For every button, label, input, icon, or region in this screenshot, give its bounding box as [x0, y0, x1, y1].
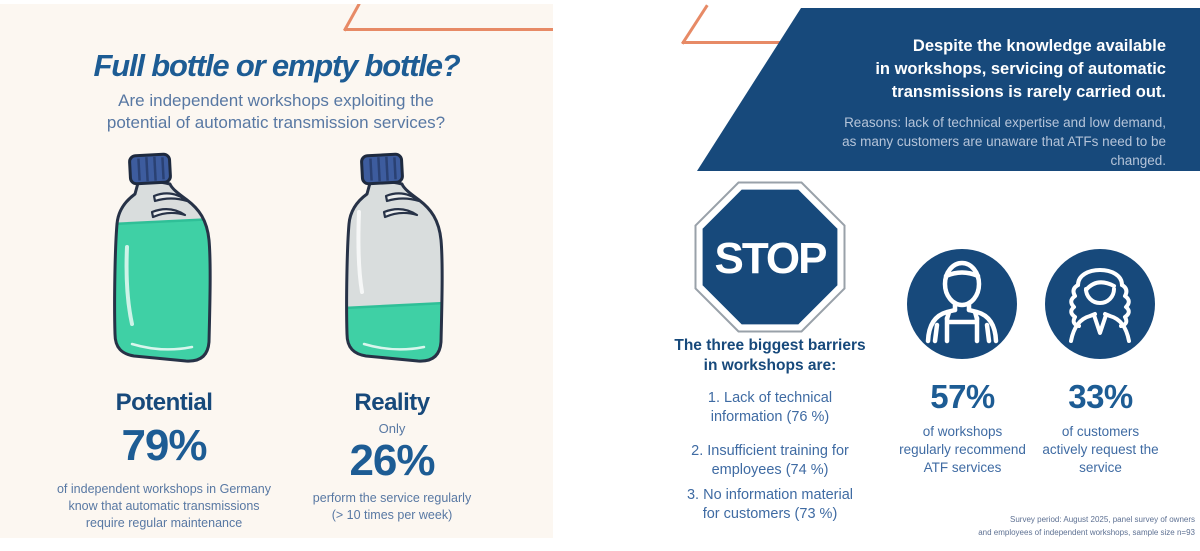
orange-corner-line-icon [344, 28, 553, 31]
customers-request-stat: 33% of customers actively request the serv… [1018, 378, 1183, 476]
potential-stat: Potential 79% of independent workshops i… [44, 389, 284, 532]
orange-corner-line-icon [681, 4, 709, 45]
survey-footnote: Survey period: August 2025, panel survey… [978, 515, 1195, 537]
banner-heading: Despite the knowledge available in worksh… [875, 37, 1166, 101]
mechanic-icon [907, 249, 1017, 359]
potential-value: 79% [121, 421, 207, 470]
barrier-item-2: 2. Insufficient training for employees (7… [691, 443, 849, 479]
workshops-recommend-caption: of workshops regularly recommend ATF servi… [899, 424, 1026, 475]
customers-request-value: 33% [1068, 378, 1133, 415]
reality-stat: Reality Only 26% perform the service reg… [272, 389, 512, 524]
left-panel: Full bottle or empty bottle? Are indepen… [0, 4, 553, 538]
stop-sign-icon: STOP [694, 181, 846, 333]
workshops-recommend-stat: 57% of workshops regularly recommend ATF s… [880, 378, 1045, 476]
potential-label: Potential [115, 389, 213, 416]
stop-sign-label: STOP [714, 234, 826, 283]
full-bottle-icon [113, 152, 212, 363]
reality-value: 26% [349, 436, 435, 485]
customers-request-caption: of customers actively request the service [1042, 424, 1159, 475]
banner-subtext: Reasons: lack of technical expertise and… [842, 115, 1166, 169]
reality-caption: perform the service regularly (> 10 times… [312, 491, 472, 522]
reality-qualifier: Only [378, 421, 406, 436]
potential-caption: of independent workshops in Germany know … [56, 482, 271, 530]
page-subtitle: Are independent workshops exploiting the… [106, 91, 446, 133]
bottle-cap-icon [128, 152, 172, 186]
reality-label: Reality [354, 389, 430, 416]
barrier-item-3: 3. No information material for customers … [686, 487, 853, 523]
empty-bottle-icon [345, 152, 444, 363]
page-title: Full bottle or empty bottle? [93, 48, 461, 83]
headline-banner: Despite the knowledge available in worksh… [697, 8, 1200, 171]
workshops-recommend-value: 57% [930, 378, 995, 415]
barriers-heading: The three biggest barriers in workshops a… [674, 337, 866, 375]
orange-corner-line-icon [682, 41, 842, 44]
woman-customer-icon [1045, 249, 1155, 359]
barrier-item-1: 1. Lack of technical information (76 %) [707, 390, 833, 426]
bottle-cap-icon [360, 152, 404, 186]
